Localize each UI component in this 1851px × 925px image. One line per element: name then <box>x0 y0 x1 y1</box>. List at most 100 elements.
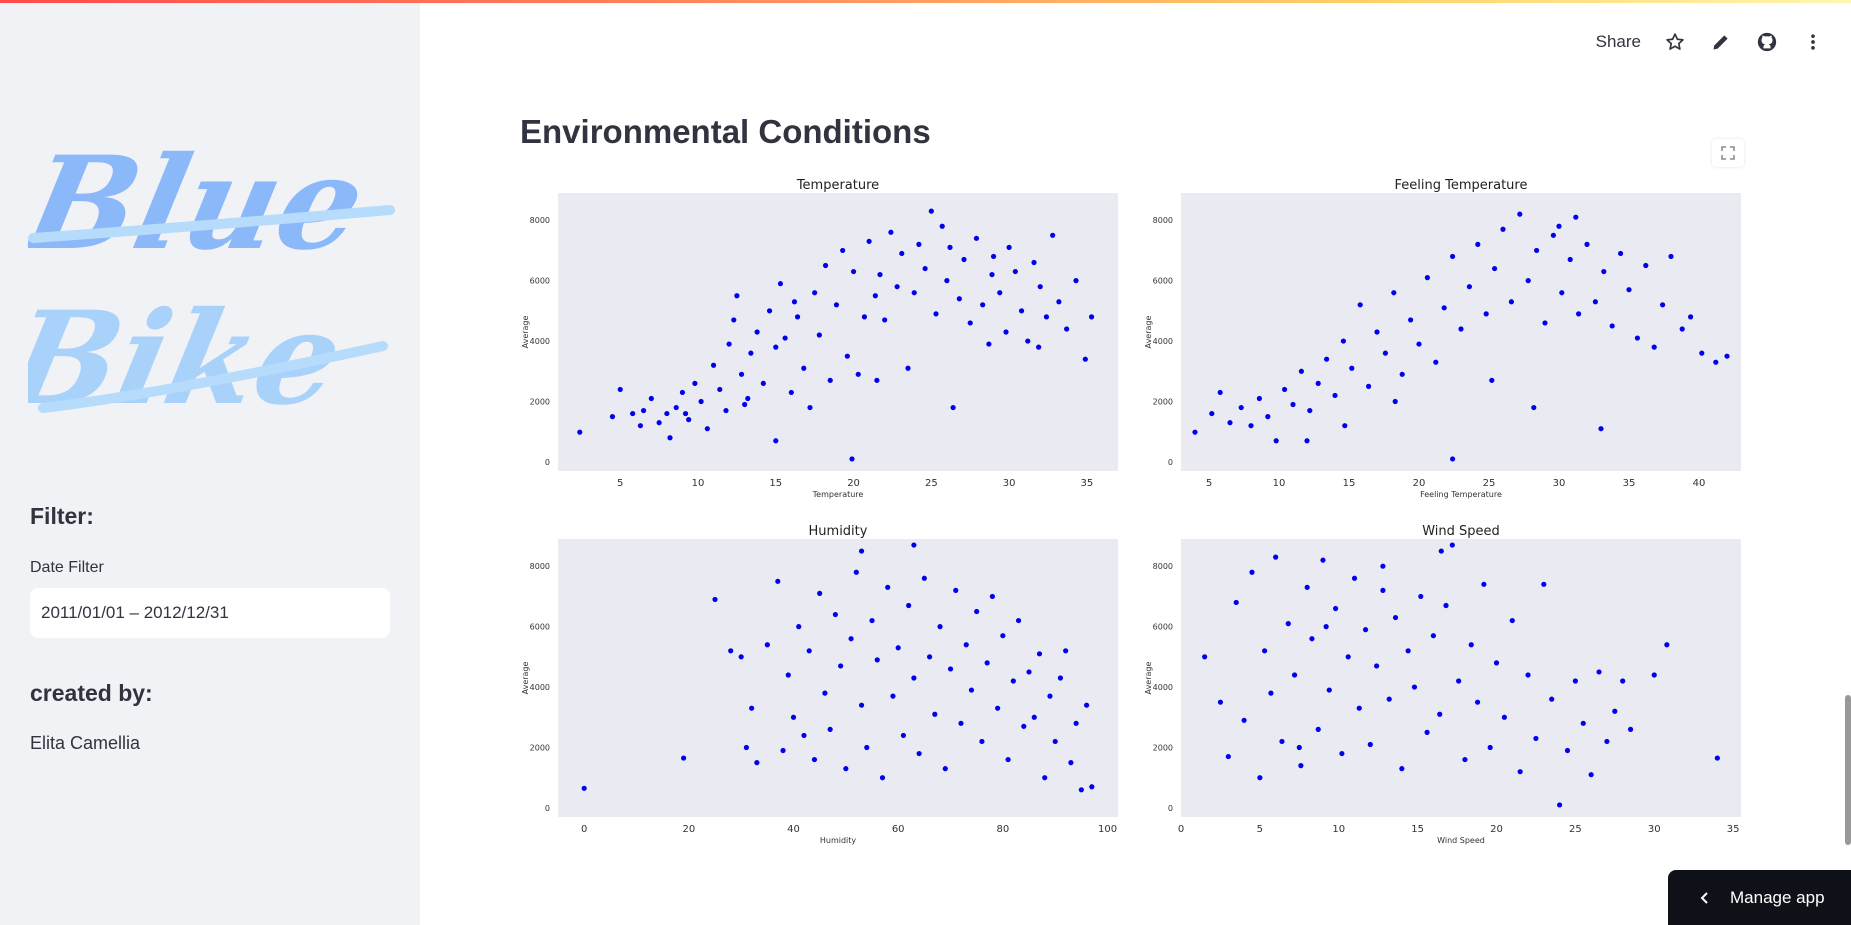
scatter-point <box>686 417 692 423</box>
scatter-point <box>967 320 973 326</box>
scatter-point <box>704 426 710 432</box>
scatter-point <box>1405 648 1411 654</box>
x-axis-label: Temperature <box>812 490 864 499</box>
scatter-point <box>1217 389 1223 396</box>
scatter-point <box>953 587 959 593</box>
share-button[interactable]: Share <box>1595 32 1641 51</box>
scatter-point <box>1456 678 1462 684</box>
x-tick-label: 30 <box>1553 478 1566 489</box>
plot-area <box>1181 539 1741 817</box>
x-tick-label: 5 <box>1257 824 1263 835</box>
scatter-point <box>1050 232 1056 238</box>
star-icon[interactable] <box>1663 30 1687 54</box>
scatter-point <box>788 389 794 396</box>
scatter-point <box>1437 711 1443 717</box>
scatter-point <box>782 335 788 341</box>
scatter-point <box>1714 755 1720 761</box>
scatter-point <box>1468 642 1474 648</box>
date-filter-input[interactable] <box>30 588 390 638</box>
scatter-point <box>681 755 687 761</box>
scatter-point <box>1356 705 1362 711</box>
scatter-point <box>1462 756 1468 763</box>
scatter-point <box>1576 311 1582 317</box>
y-tick-label: 4000 <box>530 337 550 346</box>
scatter-point <box>1664 642 1670 648</box>
scatter-point <box>577 429 583 435</box>
scatter-point <box>1634 335 1640 341</box>
scatter-point <box>1042 775 1048 781</box>
scatter-point <box>1057 675 1064 681</box>
y-tick-label: 2000 <box>530 744 550 753</box>
scatter-point <box>1021 723 1027 729</box>
y-tick-label: 8000 <box>530 562 550 571</box>
scatter-point <box>1559 290 1565 296</box>
scatter-point <box>1443 602 1449 609</box>
scatter-point <box>894 284 900 290</box>
scatter-point <box>1668 253 1674 260</box>
scatter-point <box>1424 275 1430 281</box>
scatter-point <box>1627 726 1634 732</box>
scatter-point <box>1192 429 1198 435</box>
x-tick-label: 25 <box>1483 478 1496 489</box>
scatter-point <box>1307 407 1313 414</box>
scatter-point <box>1015 617 1022 624</box>
filter-heading: Filter: <box>30 503 94 529</box>
scatter-point <box>745 395 751 402</box>
scatter-point <box>581 785 587 791</box>
scatter-point <box>723 407 729 414</box>
scatter-point <box>1549 696 1555 702</box>
x-axis-label: Wind Speed <box>1437 836 1485 845</box>
scatter-point <box>911 675 917 681</box>
github-icon[interactable] <box>1755 30 1779 54</box>
sidebar: Blue Bike Filter: Date Filter created by… <box>0 3 420 925</box>
scatter-point <box>1450 456 1456 462</box>
y-tick-label: 2000 <box>530 398 550 407</box>
scatter-point <box>968 687 975 693</box>
scatter-point <box>1248 423 1254 429</box>
scatter-point <box>791 299 798 305</box>
scatter-point <box>916 750 922 757</box>
manage-app-label: Manage app <box>1730 887 1825 907</box>
scatter-point <box>961 256 967 263</box>
scatter-point <box>849 456 855 462</box>
scatter-point <box>997 290 1003 296</box>
scatter-point <box>664 410 670 417</box>
scatter-point <box>1366 383 1372 389</box>
y-axis-label: Average <box>1144 316 1153 349</box>
scatter-point <box>1064 326 1070 332</box>
scatter-point <box>1598 426 1604 432</box>
scatter-point <box>812 290 818 296</box>
scatter-point <box>911 542 917 548</box>
scatter-point <box>928 208 934 214</box>
scatter-point <box>1475 241 1481 247</box>
y-tick-label: 0 <box>545 804 550 813</box>
scatter-point <box>838 663 844 669</box>
scatter-point <box>682 410 689 417</box>
scatter-point <box>858 702 865 708</box>
x-tick-label: 30 <box>1003 478 1016 489</box>
created-by-heading: created by: <box>30 680 153 706</box>
scatter-point <box>1433 359 1439 365</box>
plot-area <box>1181 193 1741 471</box>
x-tick-label: 10 <box>1332 824 1345 835</box>
scatter-point <box>1003 329 1009 335</box>
more-vertical-icon[interactable] <box>1801 30 1825 54</box>
scatter-point <box>822 262 829 269</box>
x-tick-label: 15 <box>1411 824 1424 835</box>
scatter-point <box>775 578 781 584</box>
scatter-point <box>728 648 734 654</box>
scatter-point <box>1036 651 1043 657</box>
fullscreen-button[interactable] <box>1712 139 1744 167</box>
y-tick-label: 4000 <box>1153 683 1173 692</box>
y-tick-label: 4000 <box>1153 337 1173 346</box>
y-tick-label: 4000 <box>530 683 550 692</box>
scrollbar[interactable] <box>1845 695 1851 845</box>
pencil-icon[interactable] <box>1709 30 1733 54</box>
scatter-point <box>1209 410 1215 417</box>
scatter-point <box>906 602 912 609</box>
scatter-point <box>1660 302 1666 308</box>
scatter-point <box>888 229 894 235</box>
scatter-point <box>1068 760 1074 766</box>
manage-app-button[interactable]: Manage app <box>1668 870 1851 925</box>
